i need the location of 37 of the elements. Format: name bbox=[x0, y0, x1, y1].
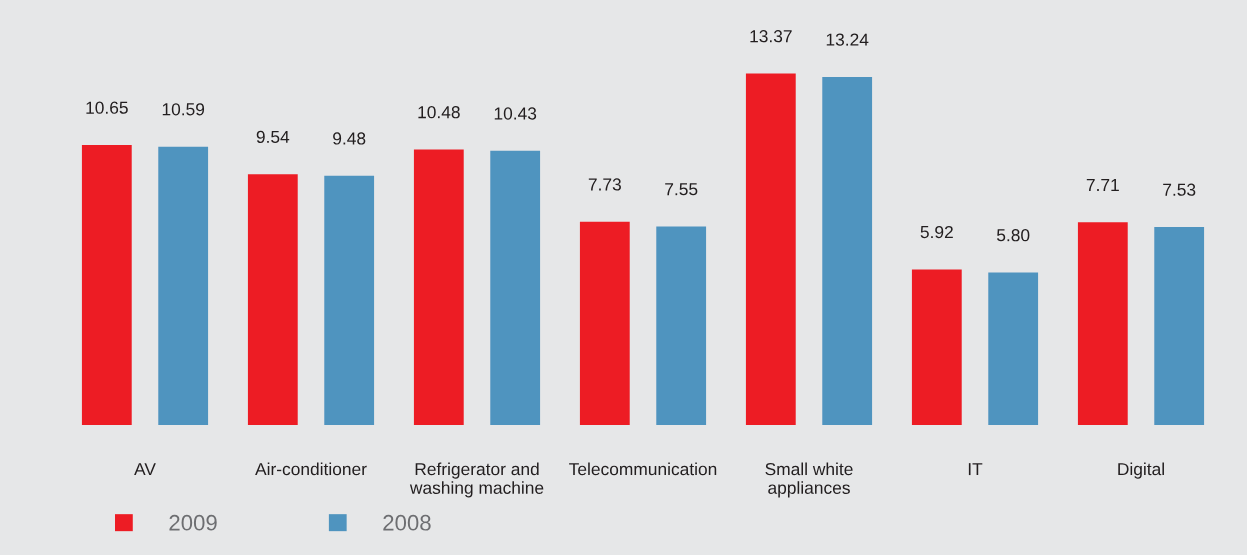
x-tick-label: AV bbox=[134, 463, 156, 476]
bar bbox=[911, 269, 962, 425]
data-label: 7.53 bbox=[1163, 183, 1196, 196]
bar bbox=[324, 175, 375, 425]
x-tick-label: Digital bbox=[1118, 462, 1164, 479]
bar bbox=[490, 150, 541, 425]
bar bbox=[745, 73, 796, 425]
x-tick-label: IT bbox=[968, 463, 983, 476]
bar bbox=[247, 174, 298, 425]
bar bbox=[413, 149, 464, 425]
x-tick-label: Refrigerator and washing machine bbox=[409, 462, 544, 498]
data-label: 7.55 bbox=[665, 183, 698, 196]
x-tick-label: Small white appliances bbox=[765, 462, 853, 498]
data-label: 5.92 bbox=[920, 225, 953, 239]
bar bbox=[1154, 227, 1205, 425]
data-label: 10.59 bbox=[162, 103, 205, 116]
legend-label: 2009 bbox=[169, 514, 217, 531]
data-label: 7.71 bbox=[1086, 179, 1119, 191]
x-tick-label: Air-conditioner bbox=[255, 462, 367, 476]
legend-label: 2008 bbox=[383, 514, 431, 531]
data-label: 10.43 bbox=[494, 107, 537, 120]
data-label: 10.48 bbox=[418, 106, 460, 119]
data-label: 9.48 bbox=[333, 132, 366, 145]
bar bbox=[158, 146, 209, 425]
bar bbox=[822, 76, 873, 425]
data-label: 7.73 bbox=[588, 178, 621, 191]
bar bbox=[579, 221, 630, 425]
bar bbox=[656, 226, 707, 425]
bar bbox=[1077, 222, 1128, 425]
bar bbox=[988, 272, 1039, 425]
data-label: 5.80 bbox=[996, 229, 1030, 242]
data-label: 13.37 bbox=[750, 30, 792, 43]
bar bbox=[81, 145, 132, 425]
data-label: 13.24 bbox=[826, 33, 869, 46]
data-label: 9.54 bbox=[256, 130, 290, 144]
data-label: 10.65 bbox=[86, 101, 128, 114]
x-tick-label: Telecommunication bbox=[569, 462, 717, 476]
